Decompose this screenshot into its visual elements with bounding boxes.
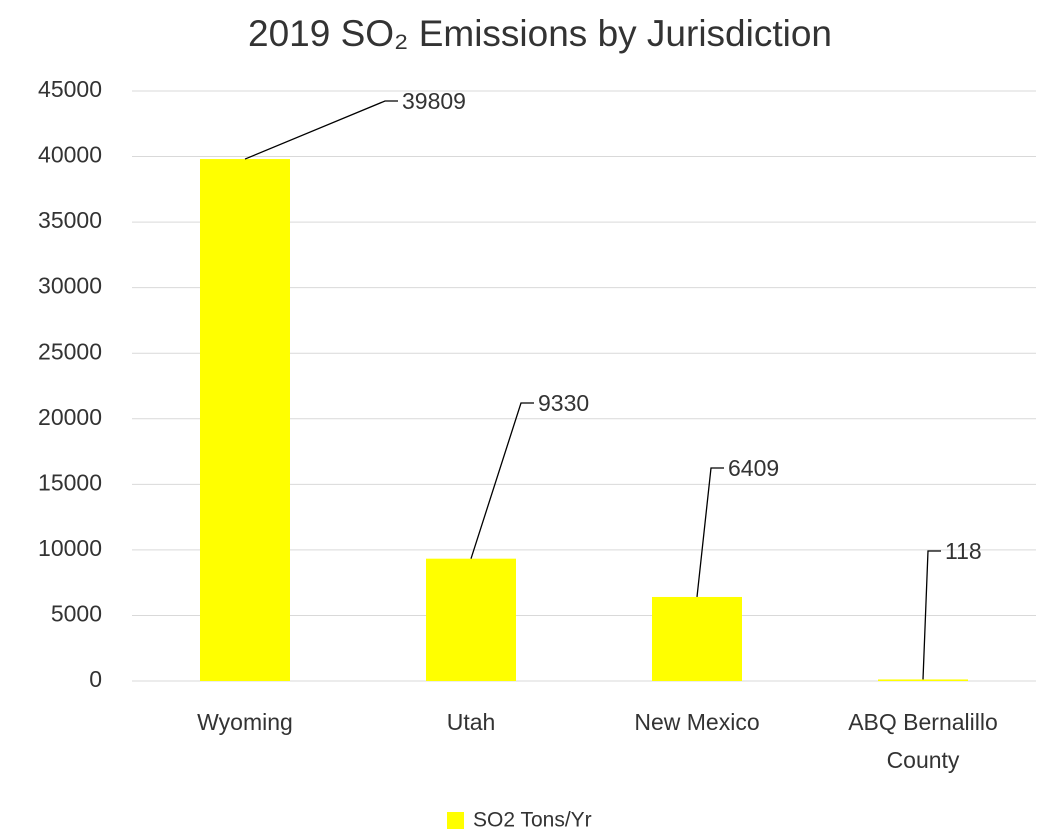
y-tick-label: 35000 bbox=[38, 207, 102, 233]
y-tick-label: 20000 bbox=[38, 404, 102, 430]
data-label: 6409 bbox=[728, 455, 779, 481]
data-label: 39809 bbox=[402, 88, 466, 114]
legend-label: SO2 Tons/Yr bbox=[473, 809, 592, 832]
leader-line bbox=[244, 100, 398, 160]
x-tick-label: Utah bbox=[447, 709, 496, 735]
x-tick-label: New Mexico bbox=[634, 709, 759, 735]
leader-line bbox=[696, 467, 724, 598]
y-tick-label: 30000 bbox=[38, 273, 102, 299]
legend-swatch bbox=[447, 812, 464, 829]
y-tick-label: 25000 bbox=[38, 338, 102, 364]
chart-title: 2019 SO₂ Emissions by Jurisdiction bbox=[248, 13, 832, 54]
y-tick-label: 10000 bbox=[38, 535, 102, 561]
y-tick-label: 5000 bbox=[51, 601, 102, 627]
data-label: 118 bbox=[945, 538, 982, 564]
data-label: 9330 bbox=[538, 390, 589, 416]
bar bbox=[878, 679, 968, 681]
leader-line bbox=[470, 402, 534, 559]
bar bbox=[652, 596, 742, 681]
y-tick-label: 40000 bbox=[38, 142, 102, 168]
bar bbox=[426, 558, 516, 681]
x-tick-label: Wyoming bbox=[197, 709, 293, 735]
y-tick-label: 15000 bbox=[38, 469, 102, 495]
x-tick-label: ABQ Bernalillo County bbox=[848, 709, 998, 773]
leader-line bbox=[922, 550, 941, 680]
bar bbox=[200, 159, 290, 681]
y-tick-label: 0 bbox=[89, 666, 102, 692]
y-tick-label: 45000 bbox=[38, 76, 102, 102]
